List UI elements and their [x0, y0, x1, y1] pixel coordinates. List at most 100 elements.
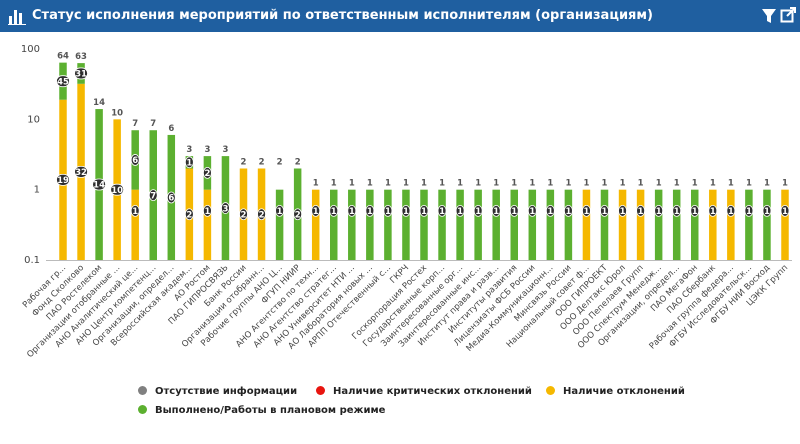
total-label: 2	[295, 157, 301, 167]
y-tick-label: 1	[34, 185, 40, 196]
bar-segment-deviations	[636, 189, 645, 260]
data-label: 1	[349, 207, 355, 217]
data-label-bg	[618, 204, 627, 217]
legend-item-no-info[interactable]: Отсутствие информации	[138, 386, 297, 397]
legend-label: Наличие отклонений	[563, 386, 685, 397]
legend-item-critical[interactable]: Наличие критических отклонений	[316, 386, 532, 397]
data-label: 1	[313, 207, 319, 217]
data-label: 1	[457, 207, 463, 217]
total-label: 1	[602, 179, 608, 189]
external-link-icon[interactable]	[780, 7, 796, 23]
data-label-bg	[74, 67, 88, 80]
bar-segment-completed	[672, 189, 681, 260]
data-label: 1	[638, 207, 644, 217]
bar-segment-completed	[275, 189, 284, 260]
data-label-bg	[92, 178, 106, 191]
legend-item-deviations[interactable]: Наличие отклонений	[546, 386, 685, 397]
total-label: 1	[331, 179, 337, 189]
data-label: 1	[403, 207, 409, 217]
bar-chart-icon	[8, 10, 26, 25]
total-label: 7	[132, 119, 138, 129]
legend-label: Выполнено/Работы в плановом режиме	[155, 405, 386, 416]
data-label-bg	[780, 204, 790, 217]
bar-segment-completed	[528, 189, 537, 260]
data-label: 1	[547, 207, 553, 217]
data-label-bg	[130, 154, 140, 166]
total-label: 1	[439, 179, 445, 189]
bar-segment-completed	[330, 189, 338, 260]
filter-icon[interactable]	[762, 8, 776, 24]
chart-header: Статус исполнения мероприятий по ответст…	[0, 0, 800, 32]
data-label-bg	[275, 204, 285, 217]
data-label-bg	[527, 204, 537, 217]
data-label: 2	[241, 210, 247, 220]
data-label: 1	[674, 207, 680, 217]
data-label: 10	[111, 186, 123, 196]
data-label: 1	[186, 159, 192, 169]
data-label-bg	[473, 204, 483, 217]
chart-title: Статус исполнения мероприятий по ответст…	[32, 8, 653, 23]
data-label-bg	[726, 204, 736, 217]
bar-segment-completed	[402, 189, 410, 260]
total-label: 1	[529, 179, 535, 189]
total-label: 1	[493, 179, 499, 189]
total-label: 1	[764, 179, 770, 189]
bar-segment-deviations	[203, 189, 212, 260]
data-label: 2	[295, 210, 301, 220]
data-label-bg	[184, 208, 194, 221]
data-label: 1	[620, 207, 626, 217]
total-label: 1	[746, 179, 752, 189]
bar-segment-completed	[492, 189, 500, 260]
bar-segment-completed	[546, 189, 555, 260]
bar-segment-completed	[763, 189, 771, 260]
data-label-bg	[600, 204, 609, 217]
total-label: 10	[111, 108, 123, 118]
data-label: 1	[331, 207, 337, 217]
data-label-bg	[654, 204, 664, 217]
total-label: 7	[150, 119, 156, 129]
bar-segment-completed	[456, 189, 464, 260]
data-label-bg	[564, 204, 573, 217]
legend-label: Наличие критических отклонений	[333, 386, 532, 397]
legend-item-completed[interactable]: Выполнено/Работы в плановом режиме	[138, 405, 385, 416]
bar-segment-completed	[600, 189, 609, 260]
total-label: 1	[620, 179, 626, 189]
data-label-bg	[166, 191, 176, 204]
total-label: 6	[168, 124, 174, 134]
total-label: 1	[692, 179, 698, 189]
data-label: 6	[168, 194, 174, 204]
data-label: 1	[565, 207, 571, 217]
total-label: 1	[313, 179, 319, 189]
bar-segment-completed	[366, 189, 374, 260]
data-label-bg	[221, 202, 230, 214]
total-label: 1	[475, 179, 481, 189]
data-label-bg	[708, 204, 718, 217]
data-label: 1	[475, 207, 481, 217]
data-label-bg	[56, 173, 70, 186]
total-label: 3	[186, 145, 192, 155]
data-label-bg	[672, 204, 682, 217]
data-label: 1	[764, 207, 770, 217]
data-label: 32	[75, 168, 87, 178]
data-label: 1	[583, 207, 589, 217]
bar-segment-deviations	[582, 189, 591, 260]
data-label-bg	[419, 204, 429, 217]
y-tick-label: 0.1	[24, 255, 40, 266]
total-label: 1	[421, 179, 427, 189]
total-label: 2	[241, 157, 247, 167]
data-label-bg	[293, 208, 303, 221]
data-label: 1	[602, 207, 608, 217]
total-label: 1	[583, 179, 589, 189]
data-label: 2	[259, 210, 265, 220]
legend-dot-red	[316, 386, 325, 395]
data-label-bg	[148, 189, 158, 202]
data-label-bg	[509, 204, 519, 217]
data-label-bg	[437, 204, 447, 217]
data-label-bg	[202, 166, 212, 179]
total-label: 1	[782, 179, 788, 189]
data-label-bg	[545, 204, 555, 217]
data-label-bg	[311, 204, 321, 217]
bar-segment-completed	[654, 189, 663, 260]
bar-segment-deviations	[131, 189, 139, 260]
data-label: 31	[75, 70, 87, 80]
